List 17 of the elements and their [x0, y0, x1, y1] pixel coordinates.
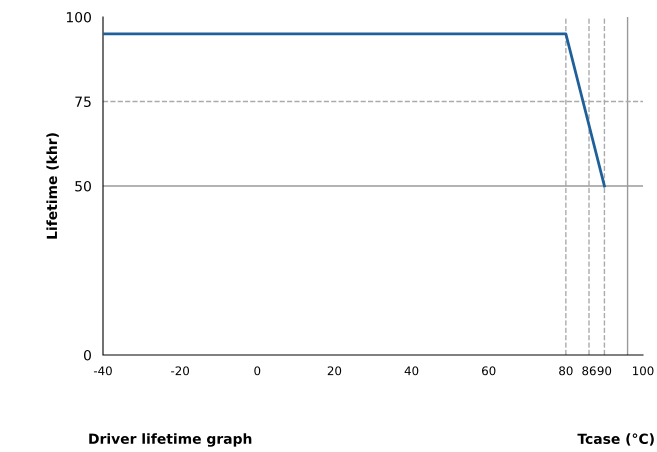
x-tick-label: 40 — [404, 366, 418, 376]
y-tick-label: 75 — [75, 96, 91, 107]
y-tick-label: 0 — [84, 350, 91, 360]
y-tick-label: 100 — [66, 12, 91, 22]
x-tick-label: 86 — [582, 366, 596, 376]
x-tick-label: 60 — [482, 366, 496, 376]
x-axis-title: Tcase (°C) — [577, 433, 654, 446]
x-tick-label: 100 — [633, 366, 654, 376]
x-tick-label: -20 — [171, 366, 189, 376]
x-tick-label: 80 — [559, 366, 573, 376]
x-tick-label: 20 — [328, 366, 342, 376]
y-tick-label: 50 — [75, 180, 91, 192]
x-tick-label: -40 — [94, 366, 112, 376]
x-tick-label: 90 — [598, 366, 612, 376]
text: Driver lifetime graph — [89, 433, 252, 447]
y-axis-title: Lifetime (khr) — [46, 133, 59, 239]
x-tick-label: 0 — [254, 366, 260, 376]
